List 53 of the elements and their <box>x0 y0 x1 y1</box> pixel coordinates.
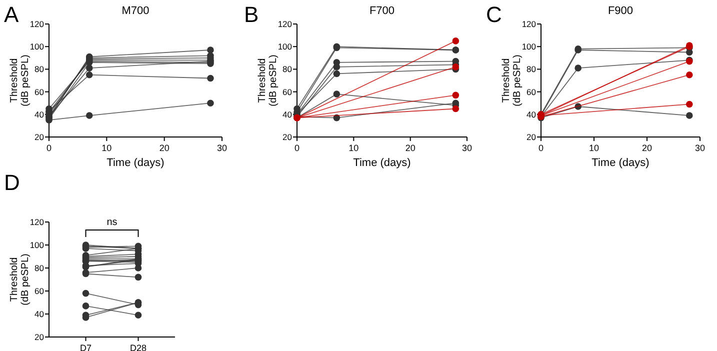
y-tick-label: 100 <box>278 42 292 52</box>
x-tick-label: 0 <box>538 143 544 153</box>
y-tick-label: 120 <box>30 18 44 29</box>
chart-title: M700 <box>122 5 150 17</box>
y-tick-label: 20 <box>526 132 536 142</box>
y-tick-label: 100 <box>30 240 44 250</box>
y-tick-label: 100 <box>522 42 536 52</box>
x-axis-title: Time (days) <box>592 157 650 169</box>
y-tick-label: 120 <box>30 216 44 227</box>
x-tick-label: 0 <box>294 143 300 153</box>
x-tick-label: D28 <box>130 343 147 351</box>
y-tick-label: 100 <box>30 42 44 52</box>
text: C <box>486 2 502 27</box>
y-tick-label: 80 <box>34 64 44 74</box>
y-tick-label: 40 <box>34 308 44 319</box>
y-tick-label: 60 <box>282 86 292 97</box>
y-tick-label: 40 <box>282 109 292 120</box>
chart-title: F900 <box>608 5 634 17</box>
y-tick-label: 20 <box>34 132 44 142</box>
x-tick-label: 20 <box>159 143 170 153</box>
y-axis-title: Threshold (dB peSPL) <box>9 254 31 306</box>
x-tick-label: D7 <box>80 343 92 351</box>
y-tick-label: 40 <box>34 109 44 120</box>
x-tick-label: 10 <box>102 143 112 153</box>
chart-title: F700 <box>369 5 395 17</box>
x-tick-label: 30 <box>694 143 706 153</box>
x-axis-title: Time (days) <box>353 157 411 169</box>
text: A <box>4 2 19 27</box>
y-tick-label: 20 <box>282 132 292 142</box>
y-tick-label: 60 <box>526 86 536 97</box>
text: D <box>4 170 20 195</box>
y-tick-label: 80 <box>34 262 44 273</box>
y-tick-label: 20 <box>34 332 44 342</box>
x-tick-label: 20 <box>405 143 416 153</box>
x-tick-label: 0 <box>46 143 52 153</box>
y-tick-label: 60 <box>34 286 44 296</box>
y-tick-label: 120 <box>522 18 536 29</box>
y-tick-label: 80 <box>526 64 536 74</box>
x-tick-label: 20 <box>642 143 652 153</box>
text: B <box>244 2 259 27</box>
y-axis-title: Threshold (dB peSPL) <box>257 54 279 106</box>
y-tick-label: 120 <box>278 18 292 29</box>
y-tick-label: 40 <box>526 109 536 120</box>
x-tick-label: 10 <box>348 143 359 153</box>
y-tick-label: 60 <box>34 86 44 97</box>
x-axis-title: Time (days) <box>106 157 164 169</box>
x-tick-label: 10 <box>588 143 600 153</box>
x-tick-label: 30 <box>462 143 472 153</box>
y-tick-label: 80 <box>282 64 292 74</box>
annotation: ns <box>106 217 118 228</box>
y-axis-title: Threshold (dB peSPL) <box>501 54 523 106</box>
y-axis-title: Threshold (dB peSPL) <box>9 54 31 106</box>
x-tick-label: 30 <box>216 143 228 153</box>
